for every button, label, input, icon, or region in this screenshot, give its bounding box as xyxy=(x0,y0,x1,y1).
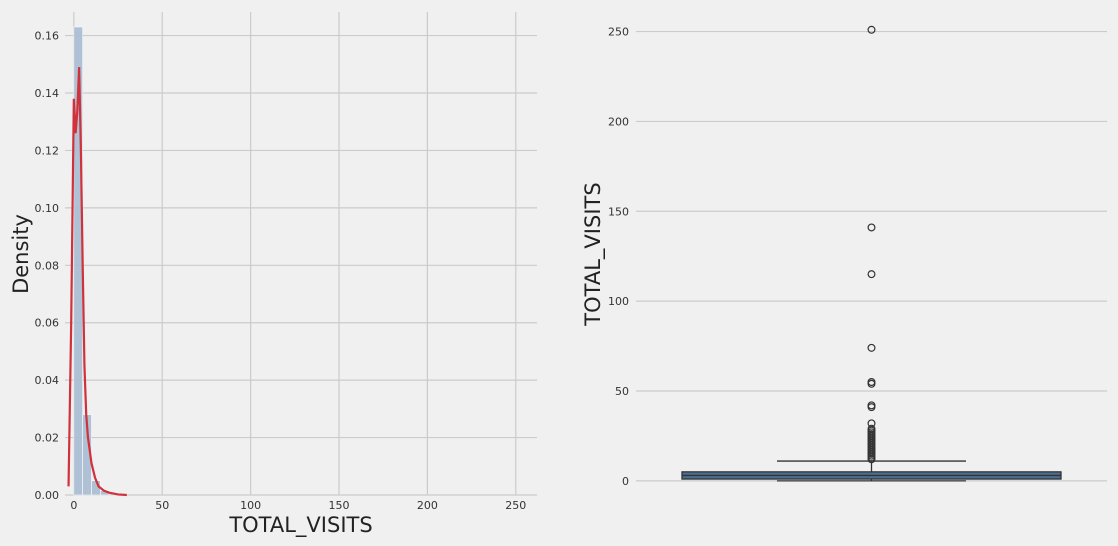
boxplot-outliers xyxy=(867,25,876,464)
outlier-point-18 xyxy=(867,419,876,428)
histogram-gridlines xyxy=(65,12,537,496)
outlier-point-24 xyxy=(867,270,876,279)
histogram-y-tick-2: 0.04 xyxy=(35,374,60,387)
histogram-x-axis-label: TOTAL_VISITS xyxy=(228,513,372,538)
histogram-x-tick-2: 100 xyxy=(240,499,261,512)
boxplot-y-tick-3: 150 xyxy=(608,205,629,218)
boxplot-y-tick-5: 250 xyxy=(608,26,629,39)
boxplot-y-tick-2: 100 xyxy=(608,295,629,308)
boxplot-y-tick-0: 0 xyxy=(622,475,629,488)
outlier-point-26 xyxy=(867,25,876,34)
outlier-point-22 xyxy=(867,378,876,387)
histogram-y-tick-labels: 0.00 0.02 0.04 0.06 0.08 0.10 0.12 0.14 0.16 xyxy=(35,30,60,502)
histogram-x-tick-1: 50 xyxy=(155,499,169,512)
histogram-panel: 0 50 100 150 200 250 0.00 0.02 0.04 0.06 0.08 0.10… xyxy=(9,12,537,538)
histogram-x-tick-3: 150 xyxy=(329,499,350,512)
outlier-point-20 xyxy=(867,401,876,410)
kde-line xyxy=(67,67,127,497)
boxplot-box-group xyxy=(681,460,1062,482)
boxplot-gridlines xyxy=(636,30,1107,482)
boxplot-panel: 0 50 100 150 200 250 TOTAL_VISITS xyxy=(581,26,1107,488)
histogram-y-tick-5: 0.10 xyxy=(35,202,60,215)
histogram-x-tick-5: 250 xyxy=(505,499,526,512)
histogram-y-tick-3: 0.06 xyxy=(35,317,60,330)
histogram-y-tick-6: 0.12 xyxy=(35,144,60,157)
histogram-x-tick-4: 200 xyxy=(417,499,438,512)
histogram-y-tick-1: 0.02 xyxy=(35,432,60,445)
histogram-y-tick-4: 0.08 xyxy=(35,259,60,272)
histogram-y-tick-7: 0.14 xyxy=(35,87,60,100)
outlier-point-25 xyxy=(867,223,876,232)
boxplot-y-tick-labels: 0 50 100 150 200 250 xyxy=(608,26,629,488)
boxplot-y-tick-4: 200 xyxy=(608,115,629,128)
histogram-y-tick-0: 0.00 xyxy=(35,489,60,502)
histogram-y-axis-label: Density xyxy=(9,214,33,294)
boxplot-y-axis-label: TOTAL_VISITS xyxy=(581,182,606,326)
histogram-x-tick-0: 0 xyxy=(70,499,77,512)
histogram-y-tick-8: 0.16 xyxy=(35,30,60,43)
outlier-point-23 xyxy=(867,343,876,352)
histogram-x-tick-labels: 0 50 100 150 200 250 xyxy=(70,499,526,512)
boxplot-y-tick-1: 50 xyxy=(615,385,629,398)
outlier-point-17 xyxy=(867,424,876,433)
